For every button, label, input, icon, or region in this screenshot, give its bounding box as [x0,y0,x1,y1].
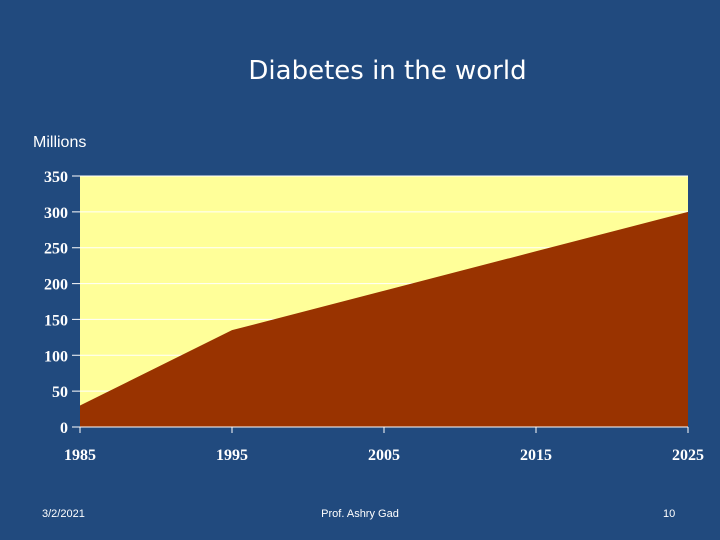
x-tick-label-2015: 2015 [520,447,552,464]
x-tick-label-2005: 2005 [368,447,400,464]
y-axis-label: Millions [33,134,87,151]
y-tick-label-50: 50 [52,384,68,401]
y-tick-label-250: 250 [44,241,68,258]
y-tick-label-100: 100 [44,348,68,365]
footer-author: Prof. Ashry Gad [321,508,399,520]
y-tick-label-150: 150 [44,312,68,329]
y-tick-label-350: 350 [44,169,68,186]
slide-title: Diabetes in the world [248,56,527,86]
y-tick-label-0: 0 [60,420,68,437]
x-tick-label-2025: 2025 [672,447,704,464]
x-tick-label-1985: 1985 [64,447,96,464]
area-series-0 [80,211,688,427]
x-tick-label-1995: 1995 [216,447,248,464]
page-number: 10 [663,508,676,520]
y-tick-label-300: 300 [44,205,68,222]
y-tick-label-200: 200 [44,277,68,294]
footer-date: 3/2/2021 [42,508,85,520]
